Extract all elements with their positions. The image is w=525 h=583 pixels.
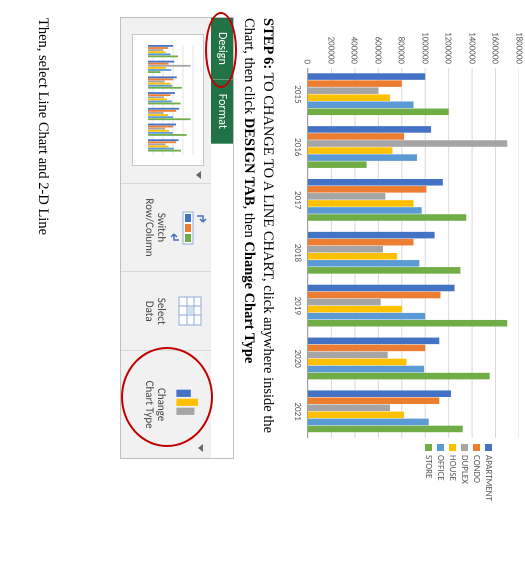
change-chart-type-label: Change Chart Type [143, 381, 167, 429]
tab-design[interactable]: Design [211, 18, 233, 80]
switch-row-column-button[interactable]: Switch Row/Column [121, 184, 211, 273]
final-instruction: Then, select Line Chart and 2-D Line [34, 18, 51, 573]
design-tab-text: DESIGN TAB [241, 118, 257, 206]
change-chart-type-text: Change Chart Type [241, 241, 257, 363]
switch-row-column-label: Switch Row/Column [143, 198, 167, 256]
excel-ribbon: Design Format [121, 18, 233, 458]
select-data-button[interactable]: Select Data [121, 272, 211, 351]
tab-format[interactable]: Format [211, 80, 233, 144]
ribbon-tab-strip: Design Format [211, 18, 233, 458]
select-data-label: Select Data [143, 298, 167, 325]
change-chart-type-button[interactable]: Change Chart Type [121, 351, 211, 458]
change-chart-type-dropdown-icon [198, 444, 203, 452]
chart-legend: APARTMENTCONDODUPLEXHOUSEOFFICESTORE [422, 444, 495, 538]
change-chart-type-icon [171, 387, 207, 423]
select-data-icon [171, 293, 207, 329]
step-label: STEP 6: [260, 18, 276, 69]
chart-x-axis-labels: 2015201620172018201920202021 [289, 68, 303, 438]
switch-row-column-icon [171, 210, 207, 246]
chart-plot-area [307, 68, 519, 438]
clustered-bar-chart: 0200000400000600000800000100000012000001… [279, 18, 519, 538]
step6-instruction: STEP 6: TO CHANGE TO A LINE CHART, click… [239, 18, 277, 573]
chart-style-preview[interactable] [133, 35, 203, 165]
chart-y-axis-labels: 0200000400000600000800000100000012000001… [307, 18, 519, 64]
chart-styles-group [121, 18, 211, 184]
chart-styles-dropdown-icon[interactable] [196, 171, 201, 179]
